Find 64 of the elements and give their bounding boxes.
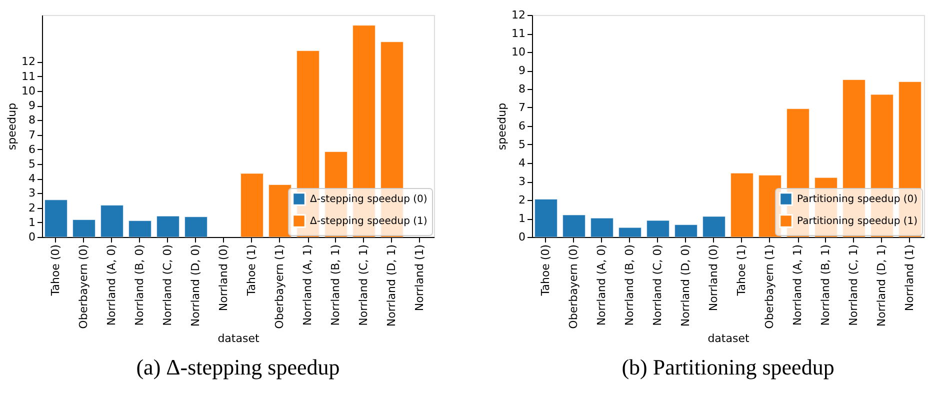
- y-axis-title: speedup: [496, 102, 509, 150]
- y-tick-label: 9: [28, 99, 36, 112]
- x-tick-label: Norrland (1): [903, 244, 916, 312]
- y-tick-label: 0: [28, 230, 36, 244]
- x-tick-label: Norrland (B, 0): [133, 244, 146, 326]
- y-tick-label: 5: [518, 138, 526, 151]
- text: (b) Partitioning speedup: [622, 354, 834, 380]
- x-tick-label: Norrland (D, 1): [875, 244, 888, 327]
- y-axis-title: speedup: [6, 102, 19, 150]
- y-tick-label: 12: [512, 8, 526, 22]
- x-tick-label: Tahoe (0): [49, 244, 62, 297]
- y-tick-label: 4: [518, 156, 526, 170]
- x-tick-label: Norrland (1): [413, 244, 426, 312]
- x-tick-label: Tahoe (0): [539, 244, 552, 297]
- x-tick-label: Norrland (C, 1): [357, 244, 370, 326]
- y-tick-label: 11: [22, 70, 36, 83]
- x-tick-label: Oberbayern (1): [273, 244, 286, 329]
- y-tick-label: 2: [28, 201, 36, 214]
- legend-label: Partitioning speedup (1): [797, 216, 918, 227]
- y-tick-label: 12: [22, 55, 36, 68]
- legend-label: Partitioning speedup (0): [797, 194, 918, 205]
- x-tick-label: Norrland (B, 1): [329, 244, 342, 326]
- y-tick-label: 3: [28, 186, 36, 200]
- y-tick-label: 0: [518, 230, 526, 244]
- x-axis-title: dataset: [708, 332, 750, 345]
- x-tick-label: Norrland (A, 1): [791, 244, 804, 326]
- x-tick-label: Norrland (C, 0): [161, 244, 174, 326]
- y-tick-label: 1: [518, 212, 526, 225]
- legend-label: Δ-stepping speedup (0): [310, 194, 428, 205]
- y-tick-label: 6: [518, 120, 526, 132]
- x-tick-label: Norrland (C, 0): [651, 244, 664, 326]
- y-tick-label: 8: [518, 82, 526, 96]
- text: (a) Δ-stepping speedup: [136, 354, 340, 380]
- y-tick-label: 11: [512, 27, 526, 40]
- x-tick-label: Norrland (D, 0): [679, 244, 692, 327]
- legend-label: Δ-stepping speedup (1): [310, 216, 428, 227]
- x-tick-label: Norrland (A, 0): [105, 244, 118, 326]
- y-tick-label: 4: [28, 172, 36, 186]
- x-tick-label: Norrland (D, 0): [189, 244, 202, 327]
- x-tick-label: Tahoe (1): [245, 244, 258, 297]
- y-tick-label: 10: [512, 46, 526, 58]
- y-tick-label: 2: [518, 194, 526, 206]
- x-tick-label: Oberbayern (0): [77, 244, 90, 329]
- x-tick-label: Norrland (A, 0): [595, 244, 608, 326]
- y-tick-label: 5: [28, 157, 36, 170]
- x-axis-title: dataset: [218, 332, 260, 345]
- y-tick-label: 8: [28, 114, 36, 127]
- y-tick-label: 9: [518, 64, 526, 77]
- x-tick-label: Norrland (0): [707, 244, 720, 312]
- y-tick-label: 10: [22, 84, 36, 98]
- x-tick-label: Norrland (D, 1): [385, 244, 398, 327]
- x-tick-label: Norrland (B, 1): [819, 244, 832, 326]
- x-tick-label: Norrland (C, 1): [847, 244, 860, 326]
- y-tick-label: 6: [28, 142, 36, 156]
- y-tick-label: 7: [28, 128, 36, 142]
- x-tick-label: Tahoe (1): [735, 244, 748, 297]
- y-tick-label: 3: [518, 175, 526, 188]
- x-tick-label: Oberbayern (1): [763, 244, 776, 329]
- x-tick-label: Norrland (B, 0): [623, 244, 636, 326]
- x-tick-label: Norrland (A, 1): [301, 244, 314, 326]
- y-tick-label: 7: [518, 101, 526, 114]
- y-tick-label: 1: [28, 216, 36, 229]
- x-tick-label: Oberbayern (0): [567, 244, 580, 329]
- x-tick-label: Norrland (0): [217, 244, 230, 312]
